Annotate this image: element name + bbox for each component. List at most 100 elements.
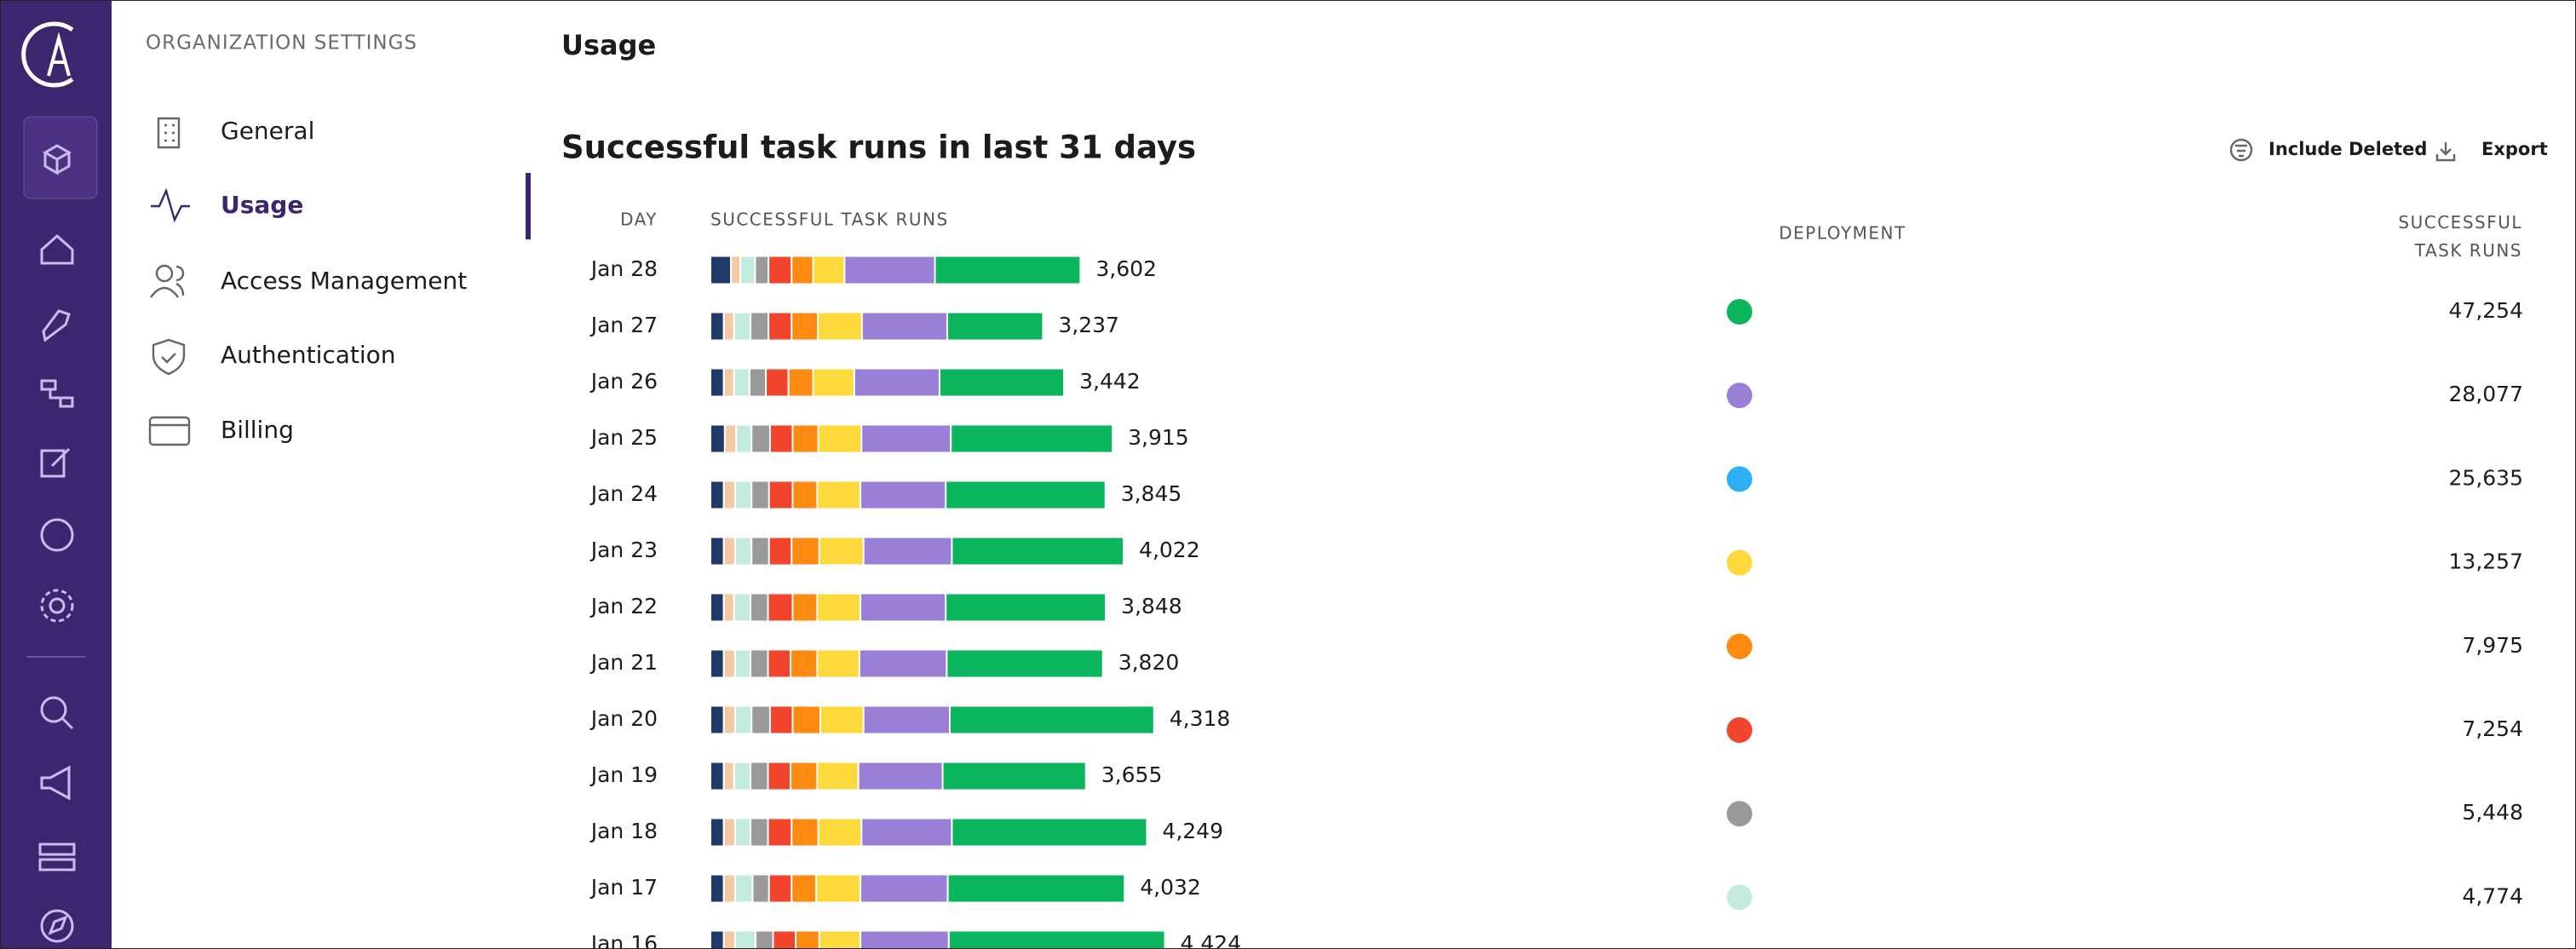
bar-segment (750, 705, 771, 735)
bar-segment (945, 480, 1107, 510)
bar-segment (791, 255, 814, 285)
bar-segment (710, 480, 725, 510)
bar-segment (754, 255, 770, 285)
menu-item[interactable]: Usage (221, 191, 303, 219)
bar-segment (722, 705, 736, 735)
day-header: DAY (620, 210, 658, 230)
bar-segment (710, 536, 725, 567)
bar-segment (772, 929, 797, 948)
menu-item[interactable]: Authentication (221, 341, 396, 369)
day-label: Jan 20 (589, 706, 658, 731)
menu-item[interactable]: Billing (221, 416, 294, 444)
deployment-dot (1727, 633, 1752, 659)
sidebar-icons (148, 117, 191, 446)
bar-segment (733, 761, 752, 791)
bar-total-label: 3,655 (1101, 762, 1163, 787)
day-label: Jan 25 (589, 425, 658, 450)
bar-segment (722, 817, 736, 848)
bar-segment (733, 873, 754, 904)
bar-segment (765, 367, 790, 398)
bar-segment (791, 817, 819, 848)
bar-segment (860, 817, 953, 848)
bar-segment (722, 592, 735, 623)
bar-segment (860, 311, 948, 342)
deployment-dot (1727, 801, 1752, 827)
bar-segment (750, 817, 769, 848)
bar-segment (858, 648, 948, 679)
logo[interactable] (21, 21, 74, 88)
menu-item[interactable]: General (221, 117, 314, 145)
bar-segment (860, 423, 952, 454)
bar-segment (748, 367, 768, 398)
bar-segment (860, 592, 947, 623)
bar-segment (817, 423, 863, 454)
bar-segment (722, 929, 736, 948)
bar-segment (750, 648, 769, 679)
day-label: Jan 17 (589, 875, 658, 900)
active-indicator (526, 173, 531, 239)
bar-segment (750, 311, 770, 342)
bar-segment (733, 592, 752, 623)
bar-segment (948, 705, 1155, 735)
bar-segment (722, 480, 736, 510)
bar-segment (710, 648, 725, 679)
bar-total-label: 3,237 (1058, 313, 1119, 337)
bar-segment (791, 592, 819, 623)
bar-segment (816, 592, 862, 623)
bar-segment (790, 648, 819, 679)
bar-segment (862, 705, 951, 735)
bar-segment (733, 311, 752, 342)
bar-segment (722, 311, 735, 342)
bar-segment (768, 255, 793, 285)
bar-segment (739, 255, 756, 285)
bar-segment (791, 705, 822, 735)
bar-segment (750, 592, 769, 623)
bar-segment (710, 761, 725, 791)
bar-segment (722, 648, 736, 679)
bar-segment (791, 873, 818, 904)
bar-segment (750, 536, 770, 567)
bar-segment (815, 873, 862, 904)
deployment-runs: 13,257 (2449, 549, 2523, 574)
deployment-runs: 28,077 (2449, 382, 2523, 406)
bar-segment (710, 367, 725, 398)
day-label: Jan 27 (589, 313, 658, 337)
bar-segment (790, 761, 819, 791)
bar-segment (768, 480, 794, 510)
bar-segment (767, 761, 792, 791)
bar-segment (735, 423, 753, 454)
bar-segment (945, 592, 1107, 623)
sidebar-heading: ORGANIZATION SETTINGS (146, 32, 417, 55)
bar-segment (750, 761, 769, 791)
bar-segment (722, 367, 735, 398)
deployment-dot (1727, 299, 1752, 325)
bar-segment (768, 536, 793, 567)
bar-segment (768, 423, 794, 454)
bar-segment (947, 929, 1166, 948)
bar-segment (860, 929, 950, 948)
export-button[interactable]: Export (2481, 139, 2548, 159)
bar-segment (710, 423, 726, 454)
day-label: Jan 23 (589, 538, 658, 562)
deployment-dot (1727, 549, 1752, 576)
day-label: Jan 16 (589, 931, 658, 948)
menu-item[interactable]: Access Management (221, 267, 467, 295)
bar-segment (816, 761, 860, 791)
bar-segment (862, 536, 953, 567)
bar-segment (768, 705, 794, 735)
bar-segment (860, 873, 949, 904)
bar-segment (710, 873, 725, 904)
deployment-runs: 4,774 (2462, 883, 2523, 908)
include-deleted-button[interactable]: Include Deleted (2268, 139, 2427, 159)
bar-segment (951, 817, 1148, 848)
bar-segment (767, 648, 792, 679)
nav-icons[interactable] (38, 144, 76, 943)
bar-segment (710, 817, 725, 848)
bar-segment (710, 592, 725, 623)
day-label: Jan 21 (589, 650, 658, 675)
bar-segment (733, 480, 753, 510)
bar-segment (733, 929, 757, 948)
bar-total-label: 3,915 (1128, 425, 1189, 450)
